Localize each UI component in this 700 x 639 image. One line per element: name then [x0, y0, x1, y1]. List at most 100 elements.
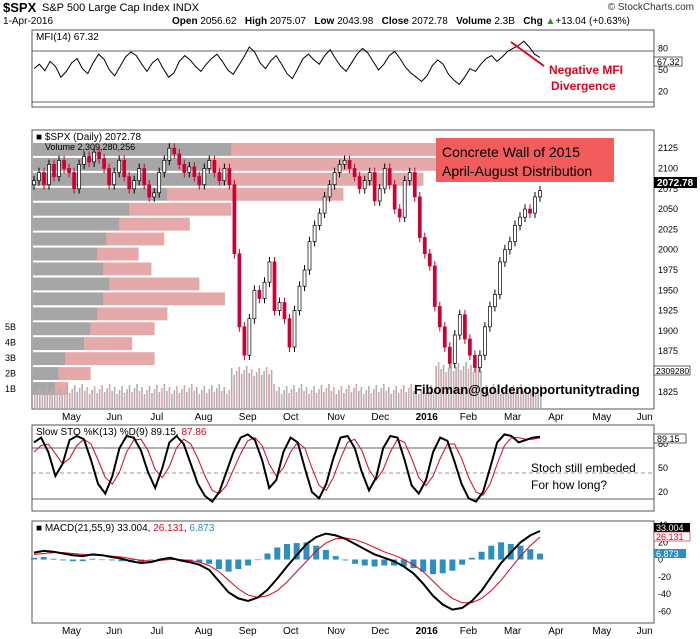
volume-bar — [208, 389, 211, 408]
stoch-tick-label: 50 — [658, 463, 668, 473]
macd-hist-bar — [537, 553, 543, 560]
macd-hist-bar — [235, 559, 242, 569]
volume-bar — [78, 388, 81, 408]
mfi-value: 67.32 — [74, 32, 99, 43]
volume-bar — [442, 365, 445, 408]
macd-hist-bar — [69, 559, 76, 562]
volume-bar — [173, 390, 176, 408]
volume-bar — [151, 393, 153, 408]
macd-hist-bar — [264, 553, 271, 560]
vbp-bar-gray — [33, 337, 85, 351]
volume-bar — [460, 370, 462, 408]
candle-body — [478, 354, 482, 368]
volume-bar — [330, 391, 333, 408]
volume-bar — [452, 371, 455, 408]
macd-hist-bar — [342, 559, 349, 561]
volume-bar — [211, 385, 213, 408]
candle-body — [262, 281, 267, 299]
vbp-bar-red — [231, 143, 456, 156]
volume-bar — [201, 390, 203, 408]
symbol-label: $SPX — [3, 0, 37, 15]
volume-bar — [280, 394, 283, 408]
candle-body — [503, 249, 507, 263]
volume-bar — [116, 394, 118, 408]
candle-body — [112, 172, 117, 186]
volume-bar — [225, 394, 228, 408]
top-month-label: May — [592, 412, 611, 423]
high-value: 2075.07 — [269, 16, 306, 27]
vbp-bar-red — [65, 352, 155, 366]
volume-bar — [450, 364, 452, 408]
macd-tick-label: 20 — [658, 537, 668, 547]
volume-bar — [467, 369, 470, 408]
exchange-label: INDX — [172, 2, 199, 14]
mfi-value-tag — [653, 56, 683, 67]
brand-label[interactable]: © StockCharts.com — [607, 2, 694, 13]
volume-bar — [492, 384, 495, 408]
volume-bar — [228, 390, 230, 408]
candle-body — [513, 224, 517, 242]
candle-body — [72, 172, 76, 190]
volume-bar — [146, 390, 148, 408]
volume-bar — [395, 386, 397, 408]
month-axis-top: May Jun Jul Aug Sep Oct Nov Dec 2016 Feb Mar Apr May… — [62, 412, 653, 423]
volume-bar — [143, 394, 146, 408]
volume-bar — [333, 387, 335, 408]
volume-bar — [126, 389, 128, 408]
vbp-bar-gray — [33, 247, 97, 261]
candle-body — [187, 166, 192, 173]
volume-bar — [213, 392, 216, 408]
vbp-bar-gray — [33, 217, 120, 231]
top-month-label: Aug — [195, 412, 213, 423]
price-panel: 2125 2100 2075 2050 2025 2000 1975 1950 1925 1900… — [5, 129, 697, 410]
volume-bar — [293, 385, 295, 408]
volume-bar — [206, 393, 208, 408]
volume-bar — [385, 391, 388, 408]
volume-bar — [537, 389, 540, 408]
macd-hist-bar — [459, 559, 466, 565]
volume-bar — [275, 391, 278, 408]
volume-bar — [437, 362, 440, 408]
concrete-wall-box — [436, 138, 614, 182]
volume-bar — [435, 366, 437, 408]
macd-tick-label: -60 — [658, 606, 671, 616]
volume-axis-label: 5B — [5, 322, 16, 332]
top-month-label: Jun — [637, 412, 653, 423]
volume-bar — [233, 375, 235, 408]
macd-value-tag — [654, 523, 690, 532]
macd-hist-bar — [420, 559, 427, 572]
macd-hist-bar — [332, 556, 339, 560]
volume-bar — [230, 368, 233, 408]
volume-bar — [196, 387, 198, 408]
candle-body — [392, 184, 397, 210]
volume-axis-label: 2B — [5, 369, 16, 379]
top-month-label: Sep — [239, 412, 257, 423]
mfi-tick-label: 20 — [658, 87, 668, 97]
volume-bar — [305, 387, 308, 408]
close-value: 2072.78 — [411, 16, 448, 27]
volume-bar — [318, 389, 320, 408]
price-tick-label: 1900 — [658, 326, 678, 336]
date-label: 1-Apr-2016 — [3, 16, 54, 27]
macd-hist-bar — [391, 559, 397, 566]
wall-note-1: Concrete Wall of 2015 — [442, 144, 580, 160]
volume-bar — [505, 386, 507, 408]
macd-tick-label: 0 — [658, 555, 663, 565]
volume-bar — [422, 386, 425, 408]
macd-hist-bar — [89, 558, 96, 560]
candle-body — [127, 176, 132, 190]
volume-bar — [370, 393, 373, 408]
volume-bar — [475, 368, 477, 408]
volume-bar — [410, 384, 412, 408]
volume-bar — [383, 384, 385, 408]
volume-bar — [323, 392, 325, 408]
volume-bar — [123, 393, 126, 408]
volume-bar — [128, 385, 131, 408]
volume-bar — [86, 387, 88, 408]
top-month-label: Dec — [371, 412, 389, 423]
volume-bar — [68, 393, 71, 408]
candle-body — [292, 310, 297, 348]
candle-body — [237, 253, 242, 328]
volume-bar — [480, 371, 482, 408]
volume-bar — [310, 390, 313, 408]
